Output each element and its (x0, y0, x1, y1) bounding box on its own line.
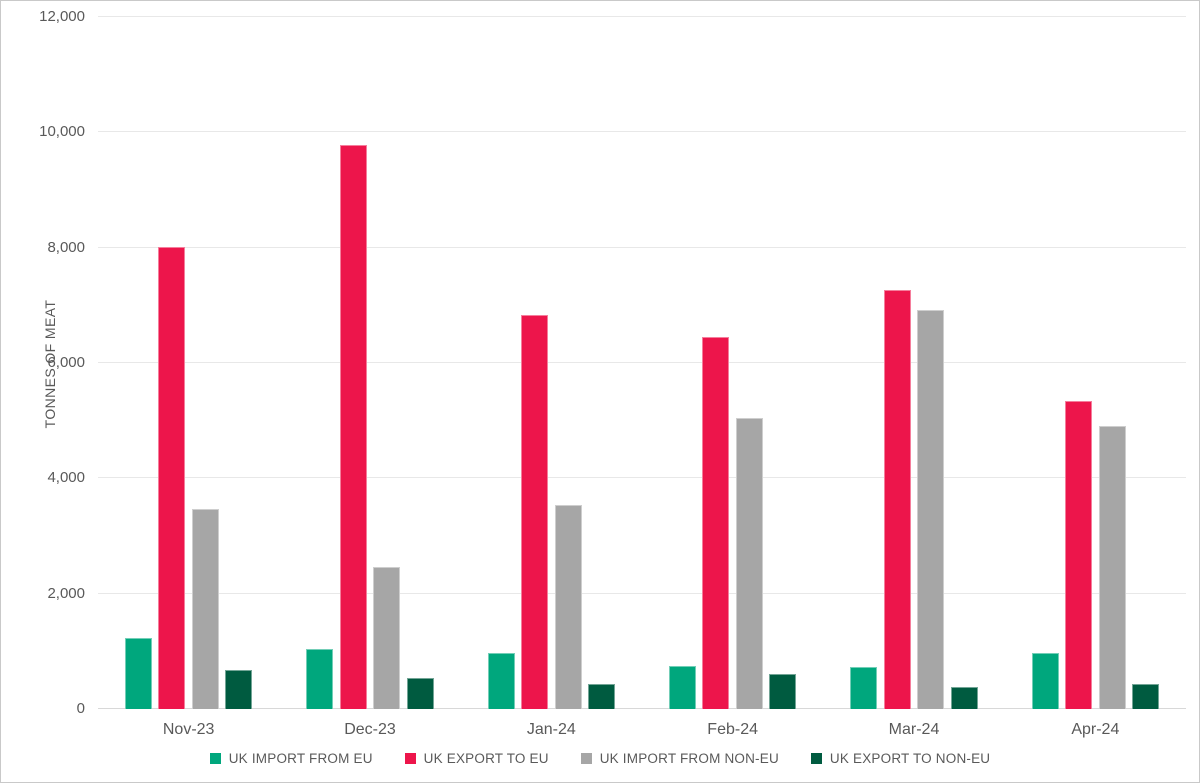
gridline (98, 131, 1186, 133)
bar (1098, 426, 1126, 709)
gridline (98, 246, 1186, 248)
bar (191, 509, 219, 709)
bar (306, 649, 334, 709)
bar (850, 667, 878, 709)
y-tick-label: 0 (76, 700, 85, 717)
bar (917, 309, 945, 709)
legend-label: UK EXPORT TO EU (423, 751, 549, 766)
y-tick-label: 8,000 (47, 238, 85, 256)
plot-area (98, 16, 1186, 709)
legend-label: UK IMPORT FROM NON-EU (599, 751, 779, 766)
bar (406, 678, 434, 709)
y-tick-label: 4,000 (47, 469, 85, 487)
bar (373, 567, 401, 709)
bar (588, 684, 616, 709)
legend: UK IMPORT FROM EU UK EXPORT TO EU UK IMPOR… (1, 751, 1199, 766)
bar (883, 289, 911, 709)
x-tick-label: Apr-24 (1071, 721, 1120, 738)
y-tick-label: 6,000 (47, 354, 85, 371)
y-tick-label: 10,000 (39, 123, 85, 141)
bar (668, 665, 696, 709)
bar (487, 652, 515, 709)
legend-label: UK EXPORT TO NON-EU (829, 751, 991, 766)
bar (1031, 653, 1059, 709)
bar (950, 687, 978, 709)
y-tick-label: 12,000 (39, 8, 85, 25)
gridline (98, 362, 1186, 363)
y-tick-label: 2,000 (47, 584, 85, 602)
legend-item: UK IMPORT FROM NON-EU (580, 751, 779, 766)
legend-item: UK EXPORT TO EU (404, 751, 549, 766)
legend-swatch-icon (209, 753, 221, 764)
bar (554, 505, 582, 709)
x-tick-label: Dec-23 (344, 721, 396, 738)
bar (702, 337, 730, 709)
bar (339, 145, 367, 709)
gridline (98, 16, 1186, 17)
bar (1065, 401, 1093, 709)
bar (769, 674, 797, 709)
legend-label: UK IMPORT FROM EU (228, 751, 373, 766)
legend-item: UK EXPORT TO NON-EU (810, 751, 991, 766)
x-tick-label: Feb-24 (707, 721, 758, 738)
x-axis-baseline (98, 708, 1186, 709)
bar (1132, 684, 1160, 709)
legend-swatch-icon (810, 753, 822, 764)
x-tick-label: Mar-24 (888, 721, 940, 738)
bar (158, 246, 186, 709)
gridline (98, 592, 1186, 594)
bar (521, 314, 549, 709)
bar (124, 638, 152, 709)
bar (735, 418, 763, 709)
x-tick-label: Nov-23 (162, 721, 215, 738)
x-tick-label: Jan-24 (526, 721, 576, 738)
legend-item: UK IMPORT FROM EU (209, 751, 373, 766)
bar (225, 670, 253, 709)
legend-swatch-icon (580, 753, 592, 764)
gridline (98, 477, 1186, 479)
legend-swatch-icon (404, 753, 416, 764)
